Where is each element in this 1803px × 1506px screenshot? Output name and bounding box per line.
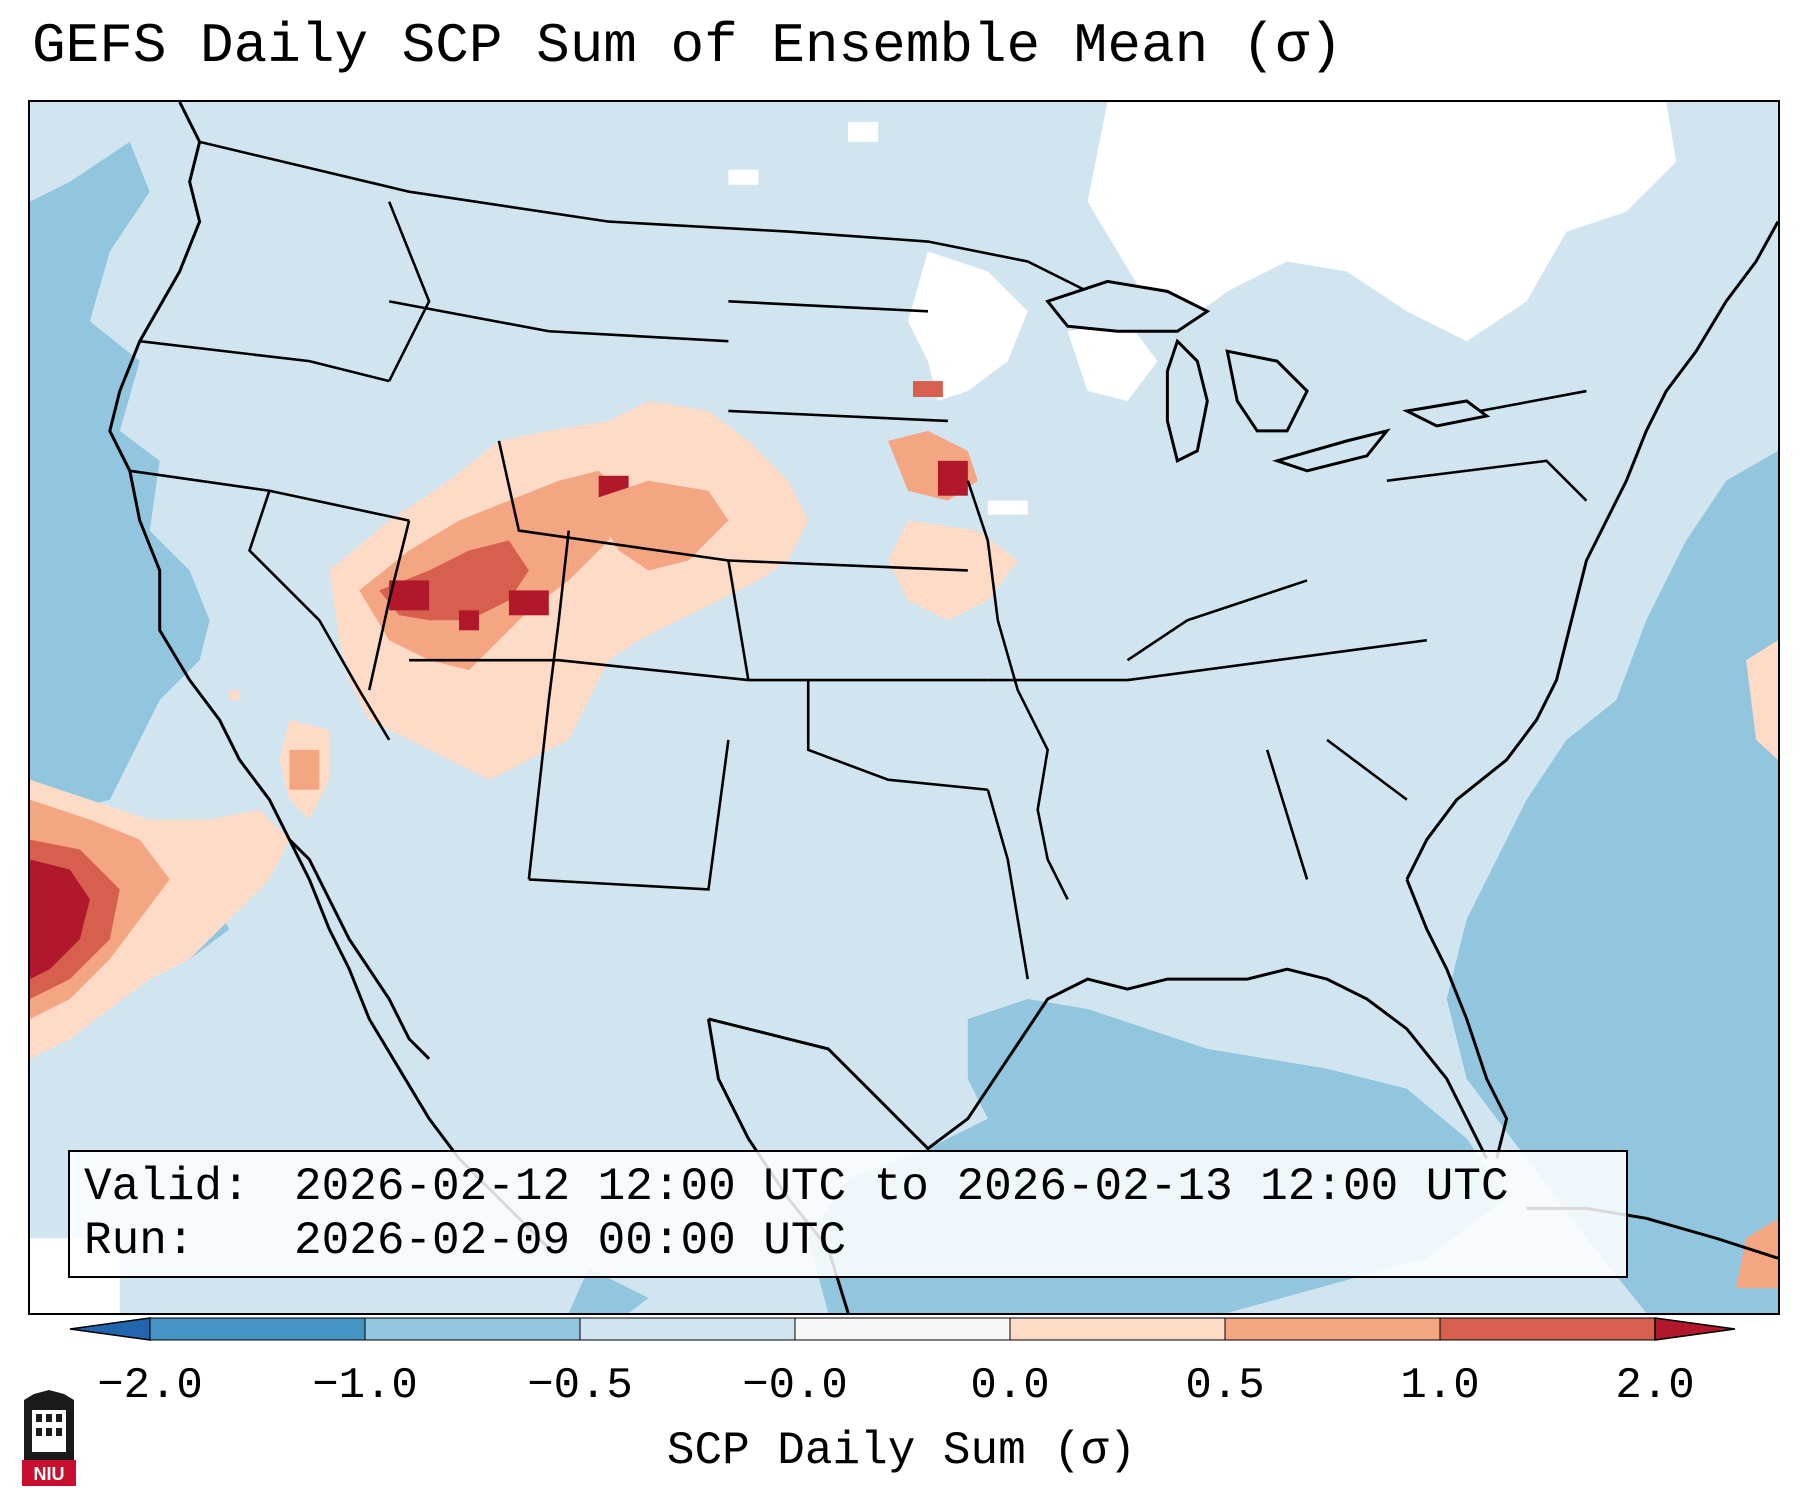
positive-anomaly-caribbean xyxy=(1736,1218,1778,1289)
positive-anomaly-max-cell xyxy=(937,460,968,496)
lake-huron xyxy=(1225,349,1309,433)
near-zero-cell xyxy=(728,169,759,185)
colorbar-tick-2: −0.5 xyxy=(527,1361,633,1411)
sc-ga-border xyxy=(1326,738,1408,801)
atlantic-negative-region xyxy=(1446,450,1778,1313)
state-borders-group xyxy=(129,140,1588,980)
lake-erie xyxy=(1272,428,1391,473)
positive-anomaly-nm xyxy=(588,480,729,571)
pa-border xyxy=(1386,459,1588,502)
near-zero-patch-canada-east xyxy=(1087,102,1677,342)
colorbar-tick-5: 0.5 xyxy=(1185,1361,1265,1411)
colorbar-tick-7: 2.0 xyxy=(1615,1361,1695,1411)
canada-border xyxy=(199,140,1149,333)
colorbar-bin-3 xyxy=(794,1317,1011,1341)
colorbar-bin-2 xyxy=(579,1317,796,1341)
near-zero-patch-great-lakes xyxy=(907,251,1028,402)
ut-co-border xyxy=(547,530,571,701)
colorbar-tick-1: −1.0 xyxy=(312,1361,418,1411)
florida-coastline xyxy=(1405,878,1509,1159)
wy-co-border xyxy=(497,440,750,681)
positive-anomaly-cell xyxy=(289,749,320,790)
ok-tx-border xyxy=(806,680,988,792)
valid-run-info-box: Valid: 2026-02-12 12:00 UTC to 2026-02-13… xyxy=(68,1150,1628,1278)
az-nm-border xyxy=(527,699,551,880)
map-title: GEFS Daily SCP Sum of Ensemble Mean (σ) xyxy=(32,14,1343,78)
colorbar-tick-4: 0.0 xyxy=(970,1361,1050,1411)
tn-ky-border xyxy=(1127,638,1427,682)
run-label: Run: xyxy=(84,1215,195,1267)
east-coastline xyxy=(1405,220,1778,881)
positive-anomaly-pacific-max xyxy=(30,859,90,980)
colorbar-bin-1 xyxy=(364,1317,581,1341)
ks-ne-border xyxy=(728,559,968,572)
lake-michigan xyxy=(1165,338,1209,463)
nm-tx-border xyxy=(528,739,730,891)
tx-la-border xyxy=(986,789,1029,980)
near-zero-cell xyxy=(848,121,879,142)
scp-map xyxy=(30,102,1778,1313)
colorbar xyxy=(69,1317,1736,1341)
colorbar-bin-6 xyxy=(1439,1317,1656,1341)
ca-nv-border xyxy=(248,490,391,741)
co-nm-border xyxy=(409,658,749,682)
colorbar-label: SCP Daily Sum (σ) xyxy=(666,1425,1137,1477)
pacific-negative-region xyxy=(30,141,210,820)
logo-text: NIU xyxy=(34,1464,65,1484)
ga-al-border xyxy=(1265,749,1309,880)
ohio-river xyxy=(1126,579,1308,662)
colorbar-tick-6: 1.0 xyxy=(1400,1361,1480,1411)
colorbar-bin-4 xyxy=(1009,1317,1226,1341)
positive-anomaly-max-cell xyxy=(459,610,479,631)
baja-coastline xyxy=(288,838,431,1060)
west-coastline xyxy=(108,102,550,1250)
positive-anomaly-max-cell xyxy=(508,590,549,616)
map-panel xyxy=(28,100,1780,1315)
positive-anomaly-atlantic-east xyxy=(1746,640,1778,760)
colorbar-extend-high xyxy=(1654,1317,1736,1341)
great-lakes-group xyxy=(1045,279,1491,473)
sd-ne-border xyxy=(728,409,948,423)
colorbar-bin-0 xyxy=(149,1317,366,1341)
gulf-coastline xyxy=(708,967,1489,1160)
run-line: Run: 2026-02-09 00:00 UTC xyxy=(84,1214,1612,1268)
or-wa-border xyxy=(139,339,390,383)
positive-anomaly-cell xyxy=(229,690,240,701)
lake-superior xyxy=(1045,279,1211,333)
valid-label: Valid: xyxy=(84,1161,250,1213)
lake-ontario xyxy=(1402,399,1491,428)
positive-anomaly-max-cell xyxy=(389,580,430,611)
positive-anomaly-max-cell xyxy=(912,381,943,398)
colorbar-bin-5 xyxy=(1224,1317,1441,1341)
nd-sd-border xyxy=(728,300,929,313)
colorbar-tick-3: −0.0 xyxy=(742,1361,848,1411)
run-value: 2026-02-09 00:00 UTC xyxy=(294,1215,847,1267)
nv-ut-border xyxy=(367,520,411,691)
niu-logo-icon: NIU xyxy=(22,1390,76,1486)
central-america-negative xyxy=(568,1268,649,1313)
ms-river xyxy=(966,480,1069,900)
colorbar-tick-0: −2.0 xyxy=(97,1361,203,1411)
colorbar-extend-low xyxy=(69,1317,151,1341)
mt-wy-border xyxy=(388,300,729,343)
id-mt-border xyxy=(387,201,431,382)
colorbar-svg xyxy=(69,1317,1736,1341)
near-zero-patch-mn xyxy=(1067,321,1158,402)
valid-value: 2026-02-12 12:00 UTC to 2026-02-13 12:00… xyxy=(294,1161,1509,1213)
near-zero-cell xyxy=(987,500,1028,515)
valid-line: Valid: 2026-02-12 12:00 UTC to 2026-02-13… xyxy=(84,1160,1612,1214)
